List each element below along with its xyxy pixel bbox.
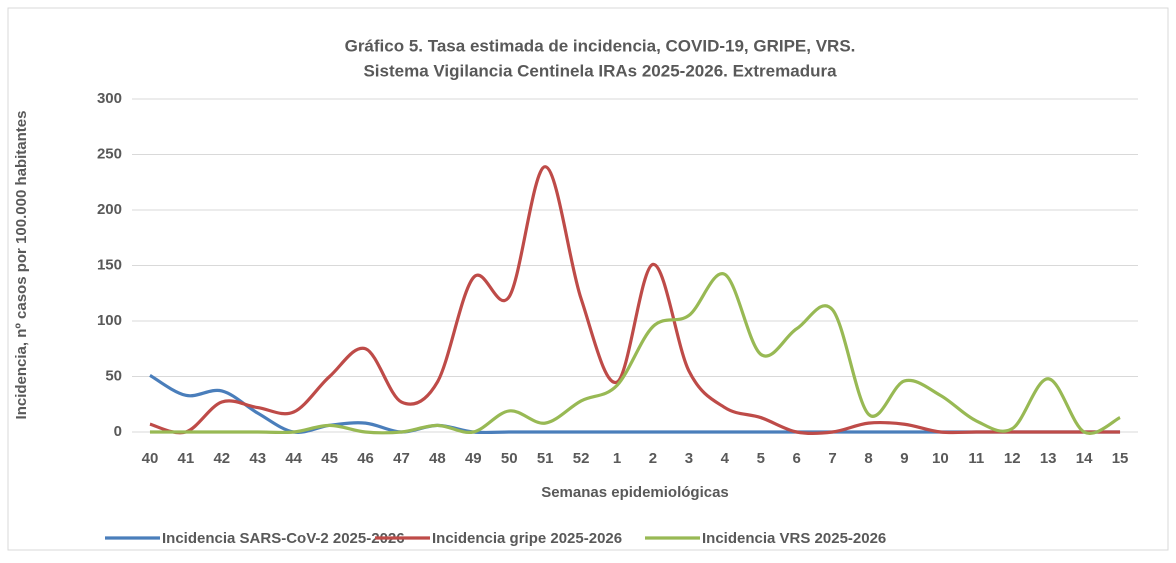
x-tick-label: 3: [685, 450, 693, 467]
x-tick-label: 48: [429, 450, 446, 467]
x-tick-label: 6: [793, 450, 801, 467]
x-tick-label: 42: [213, 450, 230, 467]
y-tick-label: 0: [114, 423, 122, 440]
x-axis-label: Semanas epidemiológicas: [541, 484, 729, 501]
legend-label: Incidencia VRS 2025-2026: [702, 530, 886, 547]
x-tick-label: 51: [537, 450, 554, 467]
chart-title: Sistema Vigilancia Centinela IRAs 2025-2…: [363, 61, 837, 80]
line: [149, 165, 1121, 436]
x-tick-label: 11: [968, 450, 984, 467]
y-tick-label: 200: [97, 201, 122, 218]
y-tick-label: 250: [97, 145, 122, 162]
x-tick-label: 43: [249, 450, 266, 467]
x-tick-label: 15: [1112, 450, 1129, 467]
x-tick-label: 50: [501, 450, 518, 467]
x-tick-label: 1: [613, 450, 621, 467]
legend-label: Incidencia SARS-CoV-2 2025-2026: [162, 530, 405, 547]
x-tick-label: 49: [465, 450, 482, 467]
chart-frame: [7, 7, 1169, 551]
x-tick-label: 4: [721, 450, 730, 467]
x-tick-label: 46: [357, 450, 374, 467]
legend-label: Incidencia gripe 2025-2026: [432, 530, 622, 547]
x-tick-label: 8: [864, 450, 872, 467]
line: [149, 272, 1121, 435]
x-tick-label: 47: [393, 450, 410, 467]
chart-title: Gráfico 5. Tasa estimada de incidencia, …: [345, 36, 856, 55]
x-tick-label: 10: [932, 450, 949, 467]
y-tick-label: 300: [97, 90, 122, 107]
x-tick-label: 52: [573, 450, 590, 467]
y-tick-label: 150: [97, 256, 122, 273]
x-tick-label: 40: [142, 450, 159, 467]
y-tick-label: 100: [97, 312, 122, 329]
x-tick-label: 7: [828, 450, 836, 467]
x-tick-label: 2: [649, 450, 657, 467]
x-tick-label: 14: [1076, 450, 1093, 467]
x-tick-label: 5: [757, 450, 765, 467]
x-tick-label: 13: [1040, 450, 1057, 467]
x-tick-label: 45: [321, 450, 338, 467]
x-tick-label: 12: [1004, 450, 1021, 467]
x-tick-label: 9: [900, 450, 908, 467]
y-axis-label: Incidencia, nº casos por 100.000 habitan…: [13, 111, 30, 420]
y-tick-label: 50: [105, 367, 122, 384]
x-tick-label: 44: [285, 450, 302, 467]
x-tick-label: 41: [178, 450, 195, 467]
